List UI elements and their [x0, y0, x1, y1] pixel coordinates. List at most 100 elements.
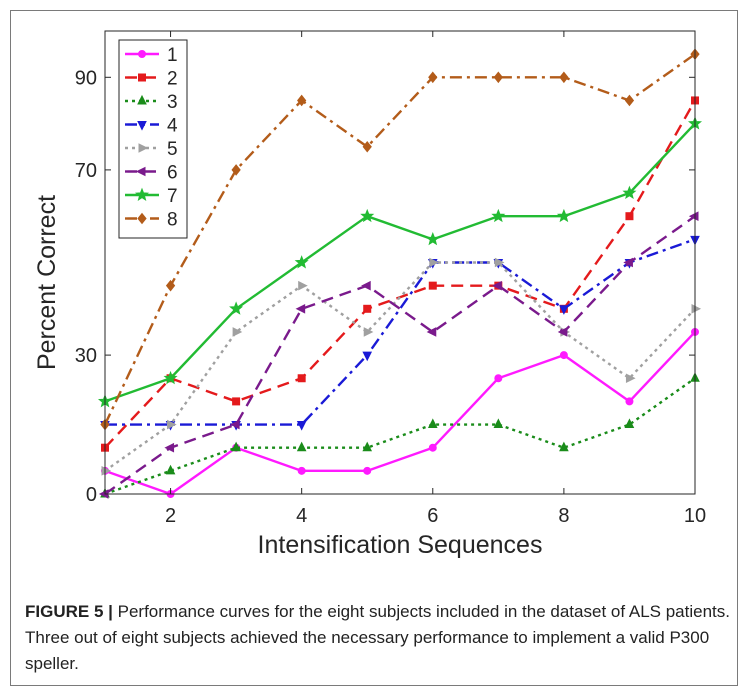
data-point-5-1: [101, 466, 112, 476]
legend-marker: [138, 143, 149, 153]
data-point-6-5: [361, 280, 371, 291]
data-point-6-4: [295, 303, 306, 314]
data-point-6-6: [426, 327, 437, 337]
data-point-1-4: [297, 466, 306, 475]
data-point-5-6: [429, 257, 439, 268]
data-point-3-5: [362, 441, 373, 452]
y-tick-label: 70: [75, 160, 97, 182]
data-point-7-5: [360, 208, 375, 223]
data-point-8-4: [297, 94, 307, 107]
data-point-2-6: [428, 281, 437, 290]
x-tick-label: 6: [427, 505, 438, 527]
data-point-7-3: [229, 301, 244, 315]
legend-label: 2: [167, 69, 178, 90]
data-point-3-6: [427, 418, 438, 429]
data-point-5-9: [625, 373, 636, 384]
legend-box: [118, 39, 188, 239]
y-tick-label: 0: [86, 484, 97, 506]
caption-label: FIGURE 5 |: [25, 602, 113, 621]
data-point-6-10: [688, 211, 699, 222]
data-point-1-7: [494, 374, 503, 383]
legend-label: 4: [167, 116, 178, 137]
series-line-8: [103, 53, 696, 426]
data-point-1-6: [428, 443, 437, 452]
legend-label: 6: [167, 163, 178, 184]
legend-entry-2: 2: [125, 69, 178, 90]
x-tick-label: 8: [558, 505, 569, 527]
legend-entry-3: 3: [125, 92, 178, 113]
caption-text: Performance curves for the eight subject…: [25, 602, 730, 673]
legend-marker: [138, 73, 146, 82]
legend-entry-4: 4: [125, 116, 178, 137]
legend-marker: [137, 121, 147, 131]
x-tick-label: 4: [296, 505, 307, 527]
data-point-2-5: [363, 304, 372, 313]
data-point-6-8: [557, 327, 568, 337]
y-tick-label: 30: [75, 345, 97, 367]
data-point-6-2: [164, 442, 175, 453]
data-point-8-2: [165, 279, 176, 292]
legend-marker: [138, 50, 146, 58]
data-point-3-2: [165, 464, 176, 475]
data-point-3-8: [559, 441, 569, 452]
legend-entry-6: 6: [125, 163, 178, 184]
data-point-8-8: [559, 71, 569, 84]
axes-box: [104, 30, 696, 495]
data-point-2-4: [297, 374, 306, 383]
data-point-2-9: [625, 212, 634, 221]
series-line-1: [104, 331, 696, 496]
data-point-5-7: [494, 257, 505, 268]
legend-label: 7: [167, 186, 178, 207]
data-point-7-7: [491, 208, 506, 223]
x-tick-label: 10: [684, 505, 706, 527]
legend-label: 3: [167, 92, 178, 113]
data-point-8-3: [231, 164, 241, 176]
x-tick-label: 2: [165, 505, 176, 527]
data-point-4-4: [296, 421, 307, 431]
legend-label: 5: [167, 139, 178, 160]
figure-caption: FIGURE 5 | Performance curves for the ei…: [25, 599, 730, 677]
data-point-7-2: [163, 370, 178, 385]
x-axis-label: Intensification Sequences: [258, 531, 543, 559]
series-8: [100, 48, 700, 431]
data-point-1-9: [625, 397, 634, 406]
data-point-5-10: [691, 303, 702, 314]
legend-label: 8: [167, 210, 178, 231]
data-point-7-9: [622, 185, 637, 200]
data-point-1-8: [559, 351, 568, 360]
data-point-4-5: [362, 351, 373, 362]
data-point-3-7: [493, 418, 504, 429]
legend-entry-7: 7: [125, 186, 178, 207]
data-point-1-5: [363, 466, 372, 475]
data-point-7-4: [294, 255, 309, 269]
data-point-5-5: [363, 327, 374, 337]
data-point-2-3: [232, 397, 241, 406]
series-1: [101, 327, 699, 498]
series-6: [98, 211, 699, 499]
legend-marker: [134, 187, 150, 201]
series-line-5: [104, 261, 696, 472]
legend-entry-5: 5: [125, 139, 178, 160]
data-point-4-8: [559, 305, 569, 315]
series-3: [100, 372, 700, 498]
y-axis-label: Percent Correct: [33, 195, 61, 370]
data-point-8-6: [428, 71, 438, 84]
data-point-7-8: [556, 208, 571, 223]
data-point-3-9: [624, 418, 635, 429]
data-point-8-5: [362, 140, 372, 153]
legend-marker: [135, 166, 146, 177]
legend-entry-8: 8: [125, 210, 178, 231]
data-point-6-3: [229, 419, 240, 430]
y-tick-label: 90: [75, 67, 97, 89]
legend-label: 1: [167, 45, 178, 66]
data-point-5-3: [232, 327, 243, 337]
data-point-6-9: [623, 257, 633, 268]
legend-marker: [137, 94, 147, 105]
data-point-7-6: [425, 231, 440, 246]
series-line-7: [104, 122, 696, 403]
legend-marker: [137, 212, 147, 225]
data-point-5-2: [167, 419, 177, 430]
data-point-8-7: [493, 71, 503, 84]
